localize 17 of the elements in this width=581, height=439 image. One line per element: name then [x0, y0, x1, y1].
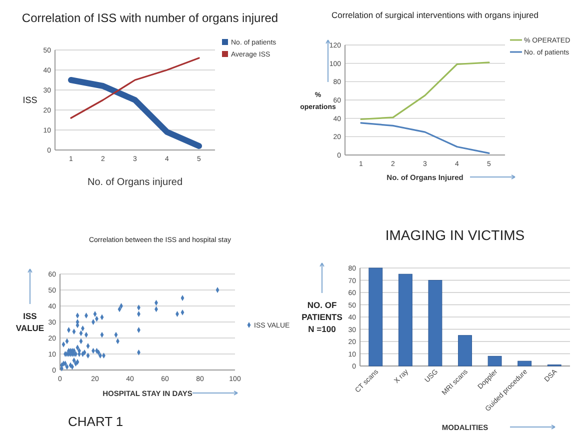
caption: CHART 1 [68, 414, 124, 429]
x-axis-title: No. of Organs injured [87, 177, 183, 188]
line-series [360, 62, 490, 120]
chart-title: Correlation of surgical interventions with organs injured [332, 10, 539, 20]
line-series [70, 57, 200, 119]
chart-title: IMAGING IN VICTIMS [385, 227, 525, 243]
bar [488, 356, 502, 366]
y-axis-title: ISS VALUE [16, 311, 44, 333]
bar [398, 274, 412, 366]
bar [458, 335, 472, 366]
y-axis-title: ISS [22, 95, 38, 105]
bar [518, 360, 532, 366]
y-axis-title: NO. OF PATIENTS N =100 [302, 300, 343, 334]
bar [368, 268, 383, 366]
chart-title: Correlation of ISS with number of organs injured [22, 11, 278, 25]
bar [428, 280, 442, 366]
line-series [360, 122, 490, 154]
